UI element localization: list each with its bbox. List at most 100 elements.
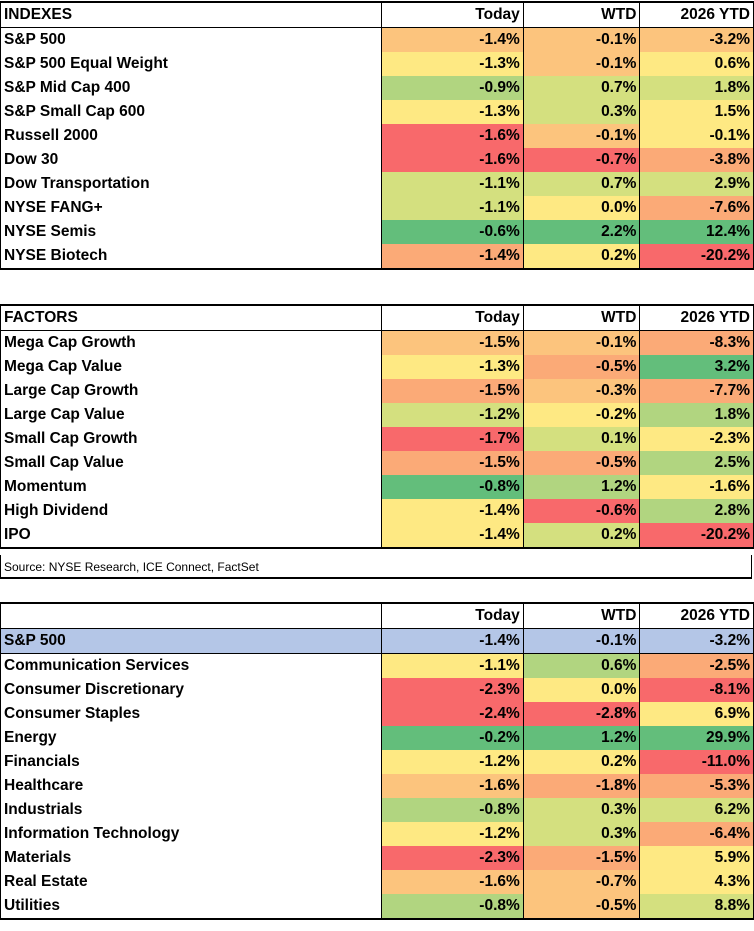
- row-label: Real Estate: [0, 870, 382, 894]
- row-label: Large Cap Value: [0, 403, 382, 427]
- value-cell-wtd: 0.7%: [522, 76, 641, 100]
- value-cell-ytd: -7.7%: [639, 379, 754, 403]
- value-cell-wtd: 0.1%: [522, 427, 641, 451]
- row-label: IPO: [0, 523, 382, 549]
- value-cell-today: -0.8%: [380, 894, 524, 920]
- row-label: Healthcare: [0, 774, 382, 798]
- value-cell-wtd: -0.6%: [522, 499, 641, 523]
- value-cell-today: -1.6%: [380, 124, 524, 148]
- value-cell-wtd: 0.0%: [522, 678, 641, 702]
- row-label: Utilities: [0, 894, 382, 920]
- value-cell-ytd: 0.6%: [639, 52, 754, 76]
- value-cell-today: -1.1%: [380, 196, 524, 220]
- value-cell-ytd: -2.5%: [639, 653, 754, 678]
- sectors-table: Today WTD 2026 YTD S&P 500 -1.4% -0.1% -3.2% Co…: [0, 602, 754, 920]
- row-label: Communication Services: [0, 653, 382, 678]
- row-label: High Dividend: [0, 499, 382, 523]
- value-cell-ytd: -8.3%: [639, 330, 754, 355]
- value-cell-ytd: 1.8%: [639, 76, 754, 100]
- table-row: NYSE FANG+ -1.1% 0.0% -7.6%: [0, 196, 754, 220]
- value-cell-wtd: -1.5%: [522, 846, 641, 870]
- row-label: Materials: [0, 846, 382, 870]
- value-cell-ytd: 6.9%: [639, 702, 754, 726]
- table-row: S&P Small Cap 600 -1.3% 0.3% 1.5%: [0, 100, 754, 124]
- column-header: Today: [380, 602, 524, 629]
- source-note: Source: NYSE Research, ICE Connect, Fact…: [0, 555, 752, 579]
- table-row: Dow 30 -1.6% -0.7% -3.8%: [0, 148, 754, 172]
- factors-table: FACTORS Today WTD 2026 YTD Mega Cap Growth -1…: [0, 304, 754, 549]
- row-label: Information Technology: [0, 822, 382, 846]
- value-cell-today: -1.5%: [380, 379, 524, 403]
- value-cell-wtd: -0.2%: [522, 403, 641, 427]
- value-cell-today: -0.8%: [380, 475, 524, 499]
- value-cell-ytd: 8.8%: [639, 894, 754, 920]
- value-cell-ytd: -5.3%: [639, 774, 754, 798]
- value-cell-today: -1.6%: [380, 870, 524, 894]
- table-row: S&P Mid Cap 400 -0.9% 0.7% 1.8%: [0, 76, 754, 100]
- value-cell-today: -0.2%: [380, 726, 524, 750]
- value-cell-wtd: -0.7%: [522, 870, 641, 894]
- value-cell-wtd: -0.5%: [522, 355, 641, 379]
- table-row: Energy -0.2% 1.2% 29.9%: [0, 726, 754, 750]
- value-cell-ytd: -3.2%: [639, 27, 754, 52]
- value-cell-ytd: 2.8%: [639, 499, 754, 523]
- value-cell-today: -1.2%: [380, 822, 524, 846]
- table-row: Mega Cap Value -1.3% -0.5% 3.2%: [0, 355, 754, 379]
- value-cell-wtd: 0.3%: [522, 798, 641, 822]
- value-cell-ytd: -6.4%: [639, 822, 754, 846]
- value-cell-wtd: -0.5%: [522, 451, 641, 475]
- table-row: Russell 2000 -1.6% -0.1% -0.1%: [0, 124, 754, 148]
- row-label: NYSE Semis: [0, 220, 382, 244]
- value-cell-wtd: 0.3%: [522, 822, 641, 846]
- table-row: Information Technology -1.2% 0.3% -6.4%: [0, 822, 754, 846]
- row-label: S&P 500: [0, 27, 382, 52]
- value-cell-wtd: 0.2%: [522, 244, 641, 270]
- value-cell-today: -2.4%: [380, 702, 524, 726]
- value-cell-today: -1.5%: [380, 330, 524, 355]
- row-label: Small Cap Growth: [0, 427, 382, 451]
- row-label: Momentum: [0, 475, 382, 499]
- value-cell-today: -0.9%: [380, 76, 524, 100]
- value-cell-ytd: 29.9%: [639, 726, 754, 750]
- row-label: Large Cap Growth: [0, 379, 382, 403]
- value-cell-today: -0.6%: [380, 220, 524, 244]
- value-cell-ytd: -1.6%: [639, 475, 754, 499]
- value-cell-today: -1.1%: [380, 172, 524, 196]
- row-label: S&P 500 Equal Weight: [0, 52, 382, 76]
- value-cell-wtd: 1.2%: [522, 726, 641, 750]
- value-cell-ytd: 5.9%: [639, 846, 754, 870]
- column-header: 2026 YTD: [639, 1, 754, 28]
- value-cell-today: -1.6%: [380, 774, 524, 798]
- value-cell-ytd: -20.2%: [639, 523, 754, 549]
- column-header: [0, 602, 382, 629]
- table-row: Large Cap Value -1.2% -0.2% 1.8%: [0, 403, 754, 427]
- value-cell-today: -2.3%: [380, 846, 524, 870]
- row-label: Mega Cap Growth: [0, 330, 382, 355]
- value-cell-wtd: -2.8%: [522, 702, 641, 726]
- table-row: Momentum -0.8% 1.2% -1.6%: [0, 475, 754, 499]
- table-row: Healthcare -1.6% -1.8% -5.3%: [0, 774, 754, 798]
- column-header: INDEXES: [0, 1, 382, 28]
- table-row: Financials -1.2% 0.2% -11.0%: [0, 750, 754, 774]
- row-label: Russell 2000: [0, 124, 382, 148]
- value-cell-wtd: -0.5%: [522, 894, 641, 920]
- indexes-table: INDEXES Today WTD 2026 YTD S&P 500 -1.4% -0.1%…: [0, 1, 754, 270]
- value-cell-ytd: -0.1%: [639, 124, 754, 148]
- value-cell-wtd: -0.1%: [522, 330, 641, 355]
- row-label: Industrials: [0, 798, 382, 822]
- column-header: WTD: [522, 602, 641, 629]
- table-row: Consumer Discretionary -2.3% 0.0% -8.1%: [0, 678, 754, 702]
- table-row: S&P 500 Equal Weight -1.3% -0.1% 0.6%: [0, 52, 754, 76]
- value-cell-ytd: 12.4%: [639, 220, 754, 244]
- value-cell-today: -1.1%: [380, 653, 524, 678]
- column-header: WTD: [522, 304, 641, 331]
- table-row: Dow Transportation -1.1% 0.7% 2.9%: [0, 172, 754, 196]
- column-header: 2026 YTD: [639, 304, 754, 331]
- value-cell-wtd: 2.2%: [522, 220, 641, 244]
- value-cell-ytd: 1.5%: [639, 100, 754, 124]
- value-cell-wtd: -0.1%: [522, 124, 641, 148]
- value-cell-today: -1.2%: [380, 403, 524, 427]
- value-cell-ytd: -8.1%: [639, 678, 754, 702]
- value-cell-ytd: 3.2%: [639, 355, 754, 379]
- column-header: WTD: [522, 1, 641, 28]
